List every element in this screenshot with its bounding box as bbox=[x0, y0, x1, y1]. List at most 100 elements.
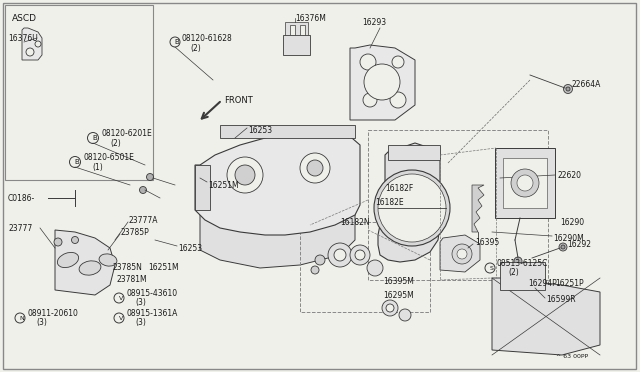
Circle shape bbox=[485, 263, 495, 273]
Polygon shape bbox=[440, 235, 480, 272]
Polygon shape bbox=[378, 143, 440, 262]
Text: 16294P: 16294P bbox=[528, 279, 557, 288]
Text: 22664A: 22664A bbox=[572, 80, 602, 89]
Text: B: B bbox=[75, 159, 79, 165]
Text: 23785N: 23785N bbox=[112, 263, 142, 273]
Text: 16599R: 16599R bbox=[546, 295, 575, 305]
Circle shape bbox=[227, 157, 263, 193]
Bar bbox=[495, 148, 555, 218]
Text: 16182N: 16182N bbox=[340, 218, 370, 227]
Bar bbox=[368, 130, 548, 280]
Circle shape bbox=[511, 169, 539, 197]
Polygon shape bbox=[492, 278, 600, 355]
Text: (3): (3) bbox=[135, 298, 146, 308]
Circle shape bbox=[334, 249, 346, 261]
Text: V: V bbox=[119, 295, 123, 301]
Circle shape bbox=[360, 54, 376, 70]
Text: 16253: 16253 bbox=[248, 125, 272, 135]
Circle shape bbox=[510, 268, 526, 284]
Text: (1): (1) bbox=[92, 163, 103, 171]
Text: (2): (2) bbox=[110, 138, 121, 148]
Text: C0186-: C0186- bbox=[8, 193, 35, 202]
Circle shape bbox=[514, 257, 522, 265]
Circle shape bbox=[114, 293, 124, 303]
Bar bbox=[500, 262, 545, 290]
Text: 23777: 23777 bbox=[8, 224, 32, 232]
Text: 16395: 16395 bbox=[475, 237, 499, 247]
Text: V: V bbox=[119, 315, 123, 321]
Circle shape bbox=[355, 250, 365, 260]
Circle shape bbox=[561, 245, 565, 249]
Text: 16251P: 16251P bbox=[555, 279, 584, 288]
Text: 08120-61628: 08120-61628 bbox=[182, 33, 233, 42]
Circle shape bbox=[328, 243, 352, 267]
Polygon shape bbox=[285, 22, 308, 35]
Text: 08120-6201E: 08120-6201E bbox=[101, 128, 152, 138]
Polygon shape bbox=[200, 210, 355, 268]
Circle shape bbox=[54, 238, 62, 246]
Polygon shape bbox=[388, 145, 440, 160]
Ellipse shape bbox=[79, 261, 101, 275]
Text: FRONT: FRONT bbox=[224, 96, 253, 105]
Ellipse shape bbox=[99, 254, 117, 266]
Circle shape bbox=[88, 132, 99, 144]
Circle shape bbox=[390, 92, 406, 108]
Text: 16251M: 16251M bbox=[148, 263, 179, 273]
Polygon shape bbox=[195, 128, 360, 235]
Text: (3): (3) bbox=[135, 318, 146, 327]
Text: 16182E: 16182E bbox=[375, 198, 404, 206]
Circle shape bbox=[140, 186, 147, 193]
Text: 16295M: 16295M bbox=[383, 291, 413, 299]
Polygon shape bbox=[22, 28, 42, 60]
Polygon shape bbox=[350, 45, 415, 120]
Text: 16293: 16293 bbox=[362, 17, 386, 26]
Text: 23777A: 23777A bbox=[128, 215, 157, 224]
Bar bbox=[300, 222, 430, 312]
Polygon shape bbox=[472, 185, 484, 232]
Circle shape bbox=[386, 304, 394, 312]
Text: 16182F: 16182F bbox=[385, 183, 413, 192]
Text: B: B bbox=[175, 39, 179, 45]
Circle shape bbox=[374, 170, 450, 246]
Text: (2): (2) bbox=[190, 44, 201, 52]
Circle shape bbox=[170, 37, 180, 47]
Ellipse shape bbox=[58, 253, 79, 267]
Circle shape bbox=[528, 270, 540, 282]
Text: 08915-1361A: 08915-1361A bbox=[126, 308, 177, 317]
Text: (2): (2) bbox=[508, 269, 519, 278]
Circle shape bbox=[392, 56, 404, 68]
Text: 08911-20610: 08911-20610 bbox=[27, 308, 78, 317]
Text: ^ 63 00PP: ^ 63 00PP bbox=[556, 353, 588, 359]
Circle shape bbox=[364, 64, 400, 100]
Text: 23785P: 23785P bbox=[120, 228, 148, 237]
Polygon shape bbox=[55, 230, 115, 295]
Text: 16290M: 16290M bbox=[553, 234, 584, 243]
Circle shape bbox=[26, 48, 34, 56]
Circle shape bbox=[452, 244, 472, 264]
Circle shape bbox=[363, 93, 377, 107]
Circle shape bbox=[315, 255, 325, 265]
Text: S: S bbox=[490, 266, 494, 270]
Circle shape bbox=[382, 300, 398, 316]
Text: 16376M: 16376M bbox=[295, 13, 326, 22]
Text: 08120-6501E: 08120-6501E bbox=[83, 153, 134, 161]
Circle shape bbox=[72, 237, 79, 244]
Polygon shape bbox=[220, 125, 355, 138]
Text: N: N bbox=[20, 315, 24, 321]
Circle shape bbox=[35, 41, 41, 47]
Text: 22620: 22620 bbox=[558, 170, 582, 180]
Circle shape bbox=[15, 313, 25, 323]
Circle shape bbox=[300, 153, 330, 183]
Polygon shape bbox=[195, 165, 210, 210]
Circle shape bbox=[367, 260, 383, 276]
Text: 16253: 16253 bbox=[178, 244, 202, 253]
Text: 08513-6125C: 08513-6125C bbox=[497, 259, 548, 267]
Text: 16395M: 16395M bbox=[383, 278, 414, 286]
Circle shape bbox=[307, 160, 323, 176]
Circle shape bbox=[517, 175, 533, 191]
Circle shape bbox=[399, 309, 411, 321]
Text: 16251M: 16251M bbox=[208, 180, 239, 189]
Bar bbox=[5, 5, 153, 180]
Circle shape bbox=[559, 243, 567, 251]
Text: (3): (3) bbox=[36, 318, 47, 327]
